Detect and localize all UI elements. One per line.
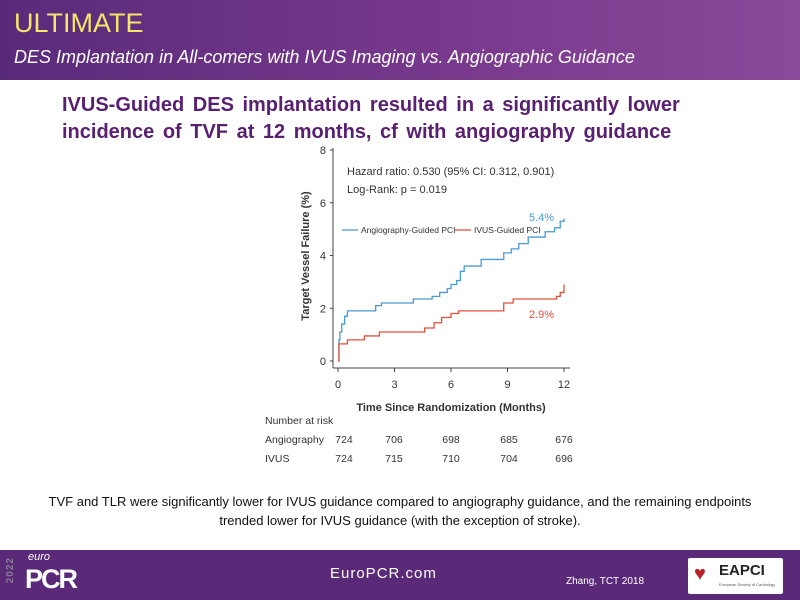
risk-value: 696 <box>555 453 573 465</box>
end-label-ivus: 2.9% <box>529 309 554 321</box>
risk-value: 706 <box>385 434 403 446</box>
x-tick-label: 3 <box>391 379 397 391</box>
x-axis-label: Time Since Randomization (Months) <box>356 402 546 414</box>
risk-row-label: IVUS <box>265 453 290 465</box>
heart-icon: ♥ <box>694 563 706 585</box>
x-tick-label: 0 <box>335 379 341 391</box>
y-tick-label: 6 <box>320 198 326 210</box>
km-chart: 0 2 4 6 8 0 3 6 9 12 Hazard ratio: 0.530 (95% CI:… <box>265 145 573 465</box>
risk-value: 704 <box>500 453 518 465</box>
x-tick-label: 9 <box>504 379 510 391</box>
annotation-logrank: Log-Rank: p = 0.019 <box>347 184 447 196</box>
footer <box>0 550 800 600</box>
y-axis-label: Target Vessel Failure (%) <box>300 191 312 321</box>
x-tick-label: 6 <box>448 379 454 391</box>
logo-year: 2022 <box>5 557 16 584</box>
slide-title: ULTIMATE <box>14 8 144 38</box>
logo-euro: euro <box>28 551 51 563</box>
x-tick-label: 12 <box>558 379 570 391</box>
risk-table-title: Number at risk <box>265 415 334 427</box>
risk-value: 698 <box>442 434 460 446</box>
y-tick-label: 4 <box>320 251 326 263</box>
europcr-logo: PCR <box>25 564 78 594</box>
series-line-ivus <box>338 284 565 362</box>
site-link[interactable]: EuroPCR.com <box>330 565 437 582</box>
eapci-logo-text: EAPCI <box>719 562 765 579</box>
eapci-logo: ♥ EAPCI European Society of Cardiology <box>688 558 783 594</box>
eapci-logo-sub: European Society of Cardiology <box>719 582 776 587</box>
legend-label-ivus: IVUS-Guided PCI <box>474 225 541 235</box>
reference: Zhang, TCT 2018 <box>566 576 645 587</box>
headline: IVUS-Guided DES implantation resulted in… <box>62 94 680 143</box>
series-line-angio <box>338 218 565 362</box>
risk-value: 715 <box>385 453 403 465</box>
risk-value: 710 <box>442 453 460 465</box>
y-tick-label: 2 <box>320 303 326 315</box>
risk-row-label: Angiography <box>265 434 325 446</box>
slide-subtitle: DES Implantation in All-comers with IVUS… <box>14 47 635 67</box>
slide-header <box>0 0 800 80</box>
risk-value: 724 <box>335 434 353 446</box>
risk-value: 676 <box>555 434 573 446</box>
caption: TVF and TLR were significantly lower for… <box>48 494 752 528</box>
annotation-hr: Hazard ratio: 0.530 (95% CI: 0.312, 0.90… <box>347 166 554 178</box>
y-tick-label: 0 <box>320 356 326 368</box>
risk-value: 685 <box>500 434 518 446</box>
end-label-angio: 5.4% <box>529 212 554 224</box>
risk-value: 724 <box>335 453 353 465</box>
y-tick-label: 8 <box>320 145 326 157</box>
legend-label-angio: Angiography-Guided PCI <box>361 225 456 235</box>
